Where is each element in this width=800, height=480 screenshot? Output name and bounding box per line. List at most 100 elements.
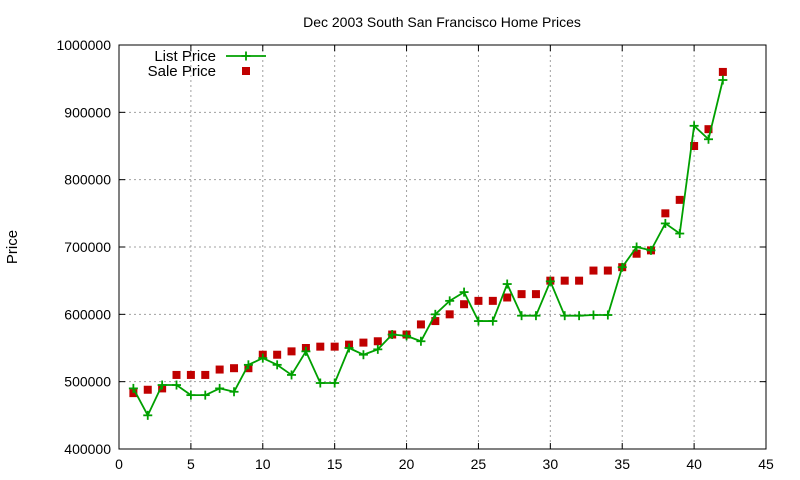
- list-price-point: [157, 380, 167, 390]
- y-tick-label: 700000: [64, 239, 111, 255]
- sale-price-point: [330, 342, 339, 351]
- sale-price-point: [531, 290, 540, 299]
- list-price-point: [402, 331, 412, 341]
- y-axis-title: Price: [4, 230, 21, 264]
- list-price-point: [128, 383, 138, 393]
- y-tick-label: 600000: [64, 306, 111, 322]
- list-price-point: [215, 383, 225, 393]
- list-price-point: [689, 121, 699, 131]
- sale-price-point: [373, 337, 382, 346]
- sale-price-point: [431, 317, 440, 326]
- list-price-point: [718, 75, 728, 85]
- x-tick-label: 5: [187, 456, 195, 472]
- sale-price-point: [589, 266, 598, 275]
- legend-label-list-price: List Price: [154, 48, 216, 65]
- sale-price-point: [661, 209, 670, 218]
- x-tick-label: 40: [686, 456, 702, 472]
- list-price-point: [675, 229, 685, 239]
- sale-price-point: [632, 249, 641, 258]
- list-price-point: [430, 309, 440, 319]
- tick-layer: 0 5 10 15 20 25 30 35 40 45 400000 500000 600000 7000…: [56, 37, 774, 472]
- list-price-point: [315, 378, 325, 388]
- list-price-point: [603, 310, 613, 320]
- series-layer: [128, 67, 728, 420]
- list-price-point: [545, 276, 555, 286]
- y-tick-label: 1000000: [56, 37, 111, 53]
- list-price-point: [344, 343, 354, 353]
- list-price-point: [258, 353, 268, 363]
- list-price-point: [172, 380, 182, 390]
- list-price-point: [617, 262, 627, 272]
- chart-title: Dec 2003 South San Francisco Home Prices: [303, 14, 581, 30]
- sale-price-point: [718, 67, 727, 76]
- list-price-point: [287, 370, 297, 380]
- legend-marker-list-price: [241, 51, 251, 61]
- list-price-point: [143, 410, 153, 420]
- list-price-point: [703, 134, 713, 144]
- y-tick-label: 800000: [64, 172, 111, 188]
- x-tick-label: 0: [115, 456, 123, 472]
- y-tick-label: 900000: [64, 104, 111, 120]
- list-price-point: [358, 350, 368, 360]
- list-price-point: [632, 242, 642, 252]
- sale-price-point: [143, 385, 152, 394]
- list-price-point: [200, 390, 210, 400]
- sale-price-point: [230, 364, 239, 373]
- x-tick-label: 45: [758, 456, 774, 472]
- x-tick-label: 10: [255, 456, 271, 472]
- sale-price-point: [359, 338, 368, 347]
- list-price-point: [531, 311, 541, 321]
- sale-price-point: [445, 310, 454, 319]
- list-price-point: [330, 378, 340, 388]
- sale-price-point: [201, 370, 210, 379]
- x-tick-label: 30: [543, 456, 559, 472]
- list-price-point: [488, 316, 498, 326]
- legend-label-sale-price: Sale Price: [148, 63, 216, 80]
- x-tick-label: 20: [399, 456, 415, 472]
- list-price-point: [517, 311, 527, 321]
- y-tick-label: 500000: [64, 374, 111, 390]
- list-price-point: [272, 360, 282, 370]
- sale-price-point: [503, 293, 512, 302]
- x-tick-label: 35: [614, 456, 630, 472]
- sale-price-point: [172, 370, 181, 379]
- list-price-point: [459, 287, 469, 297]
- sale-price-point: [517, 290, 526, 299]
- sale-price-point: [690, 142, 699, 150]
- grid-layer: [119, 45, 766, 449]
- list-price-point: [186, 390, 196, 400]
- sale-price-point: [603, 266, 612, 275]
- legend-marker-sale-price: [242, 67, 250, 75]
- sale-price-point: [416, 320, 425, 329]
- x-tick-label: 25: [471, 456, 487, 472]
- list-price-point: [373, 344, 383, 354]
- sale-price-point: [575, 276, 584, 285]
- list-price-point: [646, 245, 656, 255]
- list-price-point: [416, 336, 426, 346]
- sale-price-point: [488, 296, 497, 305]
- list-price-point: [574, 311, 584, 321]
- y-tick-label: 400000: [64, 441, 111, 457]
- list-price-point: [243, 360, 253, 370]
- sale-price-point: [675, 195, 684, 204]
- sale-price-point: [273, 350, 282, 359]
- list-price-point: [301, 346, 311, 356]
- sale-price-point: [215, 365, 224, 374]
- list-price-point: [445, 296, 455, 306]
- sale-price-point: [460, 300, 469, 309]
- sale-price-point: [704, 125, 713, 134]
- sale-price-point: [287, 347, 296, 356]
- sale-price-point: [129, 389, 138, 398]
- list-price-point: [660, 218, 670, 228]
- list-price-point: [473, 316, 483, 326]
- sale-price-point: [316, 342, 325, 351]
- list-price-point: [387, 330, 397, 340]
- legend: List Price Sale Price: [148, 48, 266, 80]
- sale-price-point: [186, 370, 195, 379]
- sale-price-point: [560, 276, 569, 285]
- list-price-point: [588, 310, 598, 320]
- list-price-point: [502, 279, 512, 289]
- sale-price-point: [474, 296, 483, 305]
